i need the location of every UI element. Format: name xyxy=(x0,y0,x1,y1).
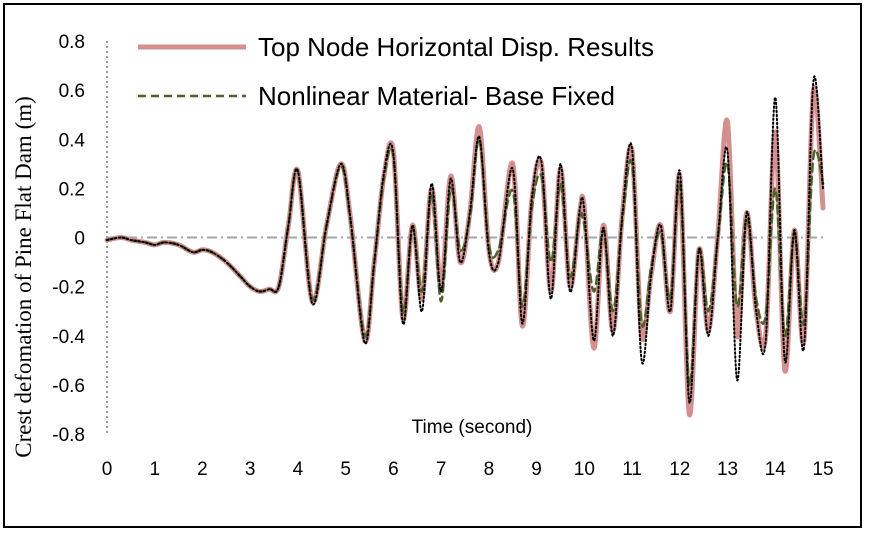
x-tick-label: 0 xyxy=(102,459,113,480)
x-tick-label: 6 xyxy=(388,459,399,480)
y-tick-label: -0.4 xyxy=(52,327,85,348)
x-tick-label: 15 xyxy=(812,459,833,480)
x-tick-label: 14 xyxy=(765,459,787,480)
x-tick-label: 13 xyxy=(717,459,738,480)
x-tick-label: 3 xyxy=(245,459,256,480)
y-tick-label: 0.6 xyxy=(59,81,85,102)
y-tick-label: 0 xyxy=(74,229,85,250)
y-tick-label: -0.6 xyxy=(52,376,85,397)
series-line-dotted xyxy=(106,75,824,404)
x-tick-label: 11 xyxy=(622,459,642,480)
x-tick-label: 7 xyxy=(436,459,447,480)
series-line-nonlinear xyxy=(105,138,825,387)
legend-label-top-node: Top Node Horizontal Disp. Results xyxy=(258,32,654,62)
legend: Top Node Horizontal Disp. Results Nonlin… xyxy=(138,32,654,111)
x-axis-label: Time (second) xyxy=(412,417,533,438)
x-tick-label: 2 xyxy=(197,459,208,480)
chart-frame xyxy=(3,3,862,528)
x-tick-label: 1 xyxy=(149,459,160,480)
y-axis-label: Crest defomation of Pine Flat Dam (m) xyxy=(11,96,36,458)
axes-layer: 0.80.60.40.20-0.2-0.4-0.6-0.80 1 2 3 4 5 6 7 8 9 1… xyxy=(52,32,833,480)
legend-label-nonlinear: Nonlinear Material- Base Fixed xyxy=(258,81,615,111)
y-tick-label: 0.2 xyxy=(59,179,85,200)
y-tick-label: 0.8 xyxy=(59,32,85,53)
y-tick-label: 0.4 xyxy=(59,130,86,151)
series-layer xyxy=(104,75,826,417)
x-tick-label: 5 xyxy=(340,459,351,480)
y-tick-label: -0.8 xyxy=(52,425,85,446)
x-tick-label: 8 xyxy=(484,459,495,480)
x-tick-label: 10 xyxy=(574,459,595,480)
y-tick-label: -0.2 xyxy=(52,278,85,299)
x-tick-label: 9 xyxy=(531,459,542,480)
x-tick-label: 4 xyxy=(293,459,304,480)
x-tick-label: 12 xyxy=(669,459,690,480)
